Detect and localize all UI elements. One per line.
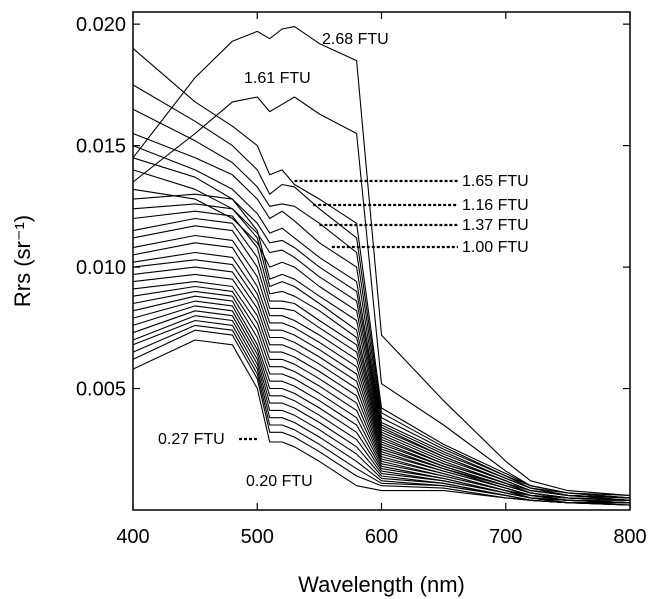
spectrum-line-5 (132, 108, 631, 499)
x-tick-label-1: 400 (116, 526, 149, 548)
x-tick-label-4: 700 (489, 526, 522, 548)
spectrum-line-2 (132, 96, 631, 496)
spectrum-line-3 (132, 47, 631, 499)
spectrum-line-19 (132, 259, 630, 501)
spectrum-line-33 (132, 339, 631, 506)
x-axis-title: Wavelength (nm) (298, 572, 465, 597)
annotation-label-1: 2.68 FTU (322, 31, 389, 48)
annotation-label-8: 0.20 FTU (246, 473, 313, 490)
spectrum-line-21 (132, 273, 631, 504)
spectrum-line-23 (132, 285, 631, 504)
x-tick-label-2: 500 (241, 526, 274, 548)
spectrum-line-16 (132, 234, 631, 501)
spectrum-line-1 (132, 26, 631, 496)
spectrum-line-31 (132, 324, 631, 506)
series-layer (132, 26, 631, 506)
spectrum-line-13 (132, 210, 631, 501)
annotation-label-3: 1.65 FTU (462, 173, 529, 190)
y-tick-label-1: 0.005 (76, 379, 126, 401)
annotation-layer: 2.68 FTU 1.61 FTU 1.65 FTU 1.16 FTU 1.37 FTU… (158, 31, 529, 490)
annotation-label-4: 1.16 FTU (462, 197, 529, 214)
y-axis-title: Rrs (sr⁻¹) (10, 215, 35, 307)
x-tick-label-5: 800 (613, 526, 646, 548)
spectrum-line-7 (132, 145, 631, 499)
y-tick-label-2: 0.010 (76, 257, 126, 279)
spectrum-line-11 (132, 193, 631, 501)
y-tick-label-3: 0.015 (76, 136, 126, 158)
spectrum-line-22 (132, 281, 631, 504)
y-tick-label-4: 0.020 (76, 14, 126, 36)
tick-layer: 400 500 600 700 800 0.005 0.010 0.015 0.020 (76, 12, 647, 548)
annotation-label-7: 0.27 FTU (158, 431, 225, 448)
spectrum-line-27 (132, 305, 630, 504)
annotation-label-6: 1.00 FTU (462, 239, 529, 256)
annotation-label-2: 1.61 FTU (244, 70, 311, 87)
annotation-label-5: 1.37 FTU (462, 217, 529, 234)
x-tick-label-3: 600 (365, 526, 398, 548)
spectrum-line-4 (132, 84, 631, 499)
